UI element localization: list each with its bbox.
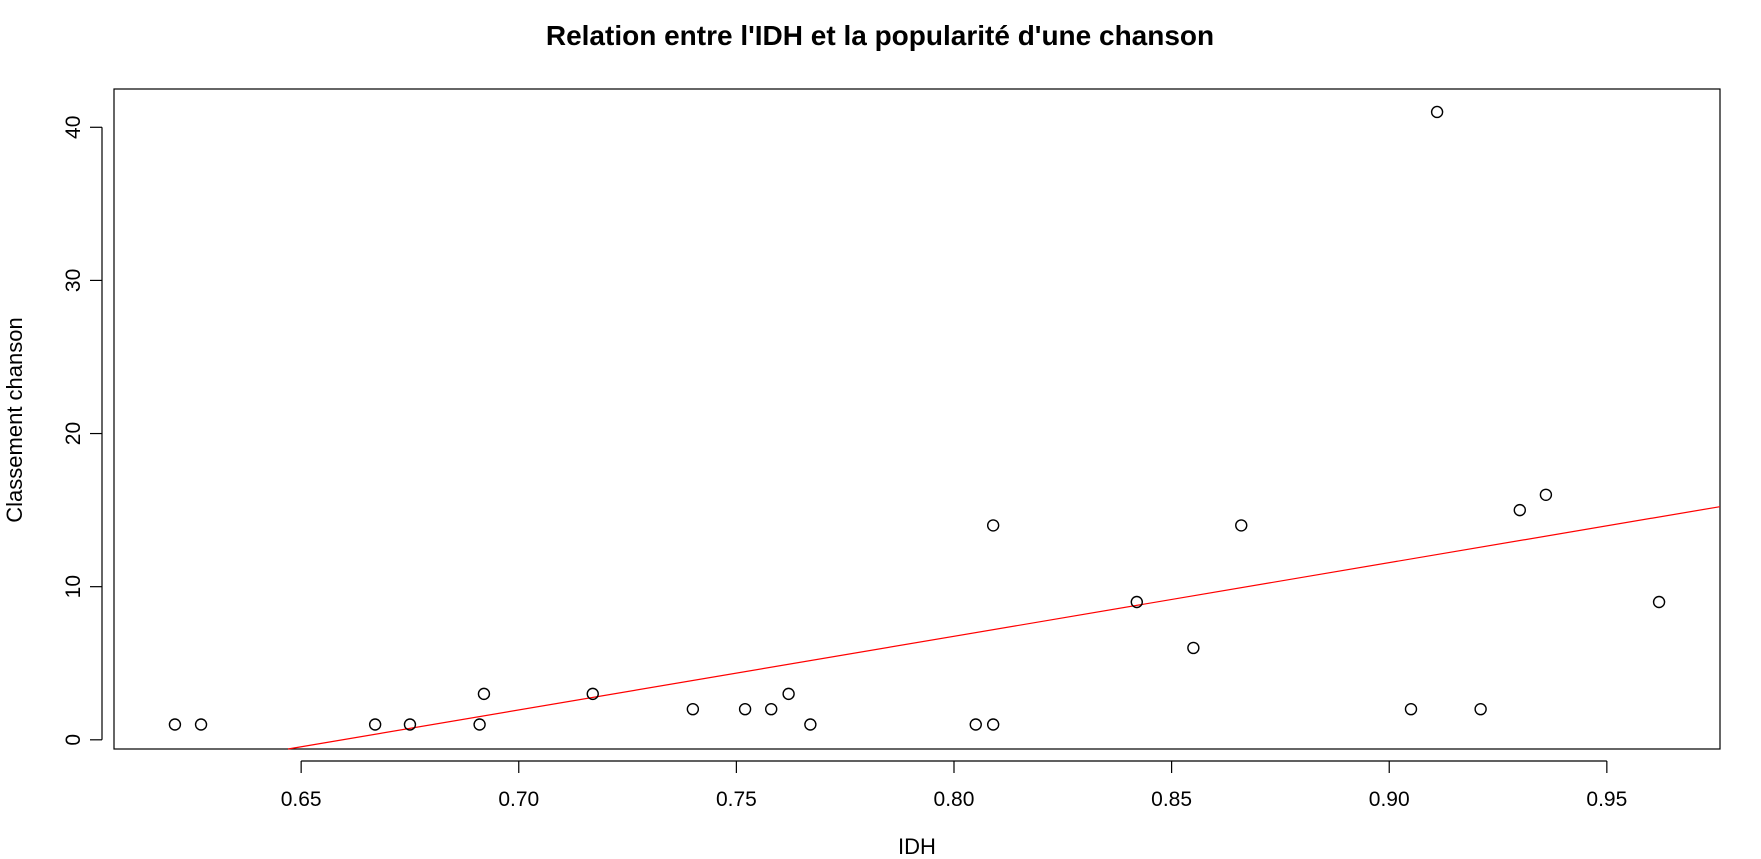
y-axis-label: Classement chanson [2,317,27,522]
chart-title: Relation entre l'IDH et la popularité d'… [546,20,1214,51]
x-tick-label: 0.75 [716,788,757,811]
data-point [764,702,778,716]
data-point [986,718,1000,731]
data-point [738,702,752,716]
data-points [168,105,1666,731]
x-tick-label: 0.80 [934,788,975,811]
data-point [368,718,382,731]
y-axis: 0 10 20 30 40 [62,116,103,746]
x-tick-label: 0.90 [1369,788,1410,811]
y-tick-label: 20 [62,422,85,445]
data-point [1474,702,1487,716]
y-tick-label: 40 [62,116,85,139]
x-tick-label: 0.65 [281,788,322,811]
data-point [1235,519,1248,532]
data-point [1430,105,1444,119]
data-point [403,718,417,731]
y-tick-label: 0 [62,734,85,746]
data-point [969,718,982,731]
data-point [477,687,491,701]
data-point [782,687,795,701]
x-tick-label: 0.95 [1586,788,1627,811]
data-point [1130,595,1143,609]
data-point [1539,488,1553,502]
data-point [804,718,817,731]
x-axis-label: IDH [898,834,936,859]
y-tick-label: 10 [62,575,85,598]
regression-line [287,506,1721,750]
data-point [686,702,700,716]
y-tick-label: 30 [62,269,85,292]
data-point [168,718,182,731]
x-tick-label: 0.85 [1151,788,1192,811]
data-point [194,718,208,731]
x-axis: 0.65 0.70 0.75 0.80 0.85 0.90 0.95 [281,760,1627,811]
data-point [986,519,1000,532]
x-tick-label: 0.70 [498,788,539,811]
data-point [586,687,599,701]
data-point [1404,702,1418,716]
data-point [473,718,486,731]
data-point [1513,503,1526,517]
data-point [1187,641,1200,655]
data-point [1652,595,1666,609]
plot-frame [113,88,1721,750]
